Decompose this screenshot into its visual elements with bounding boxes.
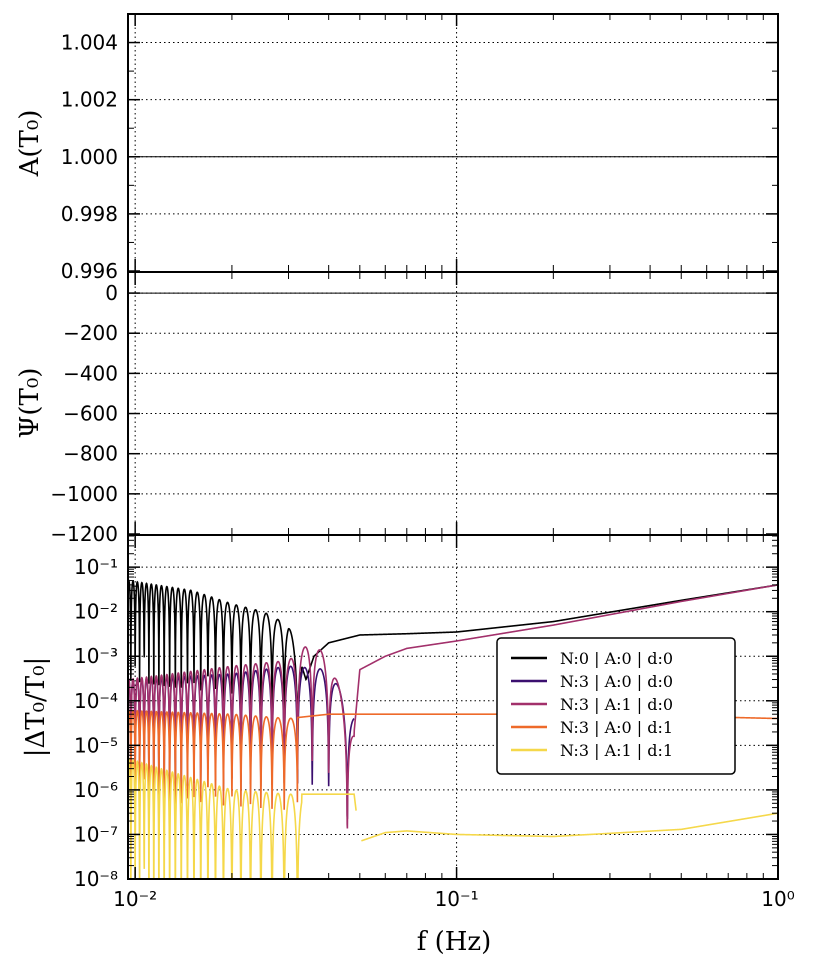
error-series-2 — [128, 584, 778, 829]
phase-ytick-label: −1200 — [50, 522, 118, 546]
amplitude-ytick-label: 0.998 — [61, 202, 118, 226]
error-ytick-label: 10⁻⁷ — [74, 822, 118, 846]
error-ylabel: |ΔT₀/T₀| — [21, 657, 51, 758]
error-ytick-label: 10⁻² — [74, 600, 118, 624]
x-tick-label: 10⁰ — [761, 887, 794, 911]
amplitude-ytick-label: 1.000 — [61, 145, 118, 169]
phase-grid — [128, 273, 778, 534]
phase-ylabel: Ψ(T₀) — [15, 368, 45, 439]
x-axis-label: f (Hz) — [417, 927, 492, 957]
amplitude-ytick-label: 0.996 — [61, 259, 118, 283]
error-ytick-label: 10⁻¹ — [74, 555, 118, 579]
phase-ytick-label: 0 — [105, 281, 118, 305]
legend-label-4: N:3 | A:1 | d:1 — [560, 741, 673, 760]
phase-ytick-label: −800 — [63, 442, 118, 466]
error-ytick-label: 10⁻³ — [74, 644, 118, 668]
amplitude-ytick-label: 1.002 — [61, 88, 118, 112]
x-tick-label: 10⁻¹ — [435, 887, 479, 911]
amplitude-ylabel: A(T₀) — [15, 110, 45, 178]
outer-frame — [127, 13, 779, 880]
phase-ytick-label: −1000 — [50, 482, 118, 506]
phase-ytick-label: −600 — [63, 402, 118, 426]
error-ytick-label: 10⁻⁴ — [74, 689, 118, 713]
amplitude-grid — [128, 14, 778, 271]
phase-ytick-label: −200 — [63, 321, 118, 345]
legend-label-2: N:3 | A:1 | d:0 — [560, 695, 673, 714]
error-series-0 — [128, 579, 778, 754]
x-tick-label: 10⁻² — [113, 887, 157, 911]
legend-box — [496, 637, 736, 775]
error-ytick-label: 10⁻⁵ — [74, 733, 118, 757]
amplitude-ytick-label: 1.004 — [61, 31, 118, 55]
legend-label-3: N:3 | A:0 | d:1 — [560, 718, 673, 737]
legend-label-0: N:0 | A:0 | d:0 — [560, 649, 673, 668]
legend: N:0 | A:0 | d:0 N:3 | A:0 | d:0 N:3 | A:1 … — [496, 637, 736, 775]
error-plot — [128, 579, 778, 879]
error-series-4 — [128, 757, 778, 879]
phase-ytick-label: −400 — [63, 361, 118, 385]
legend-label-1: N:3 | A:0 | d:0 — [560, 672, 673, 691]
error-ytick-label: 10⁻⁸ — [74, 867, 118, 891]
error-ytick-label: 10⁻⁶ — [74, 778, 118, 802]
